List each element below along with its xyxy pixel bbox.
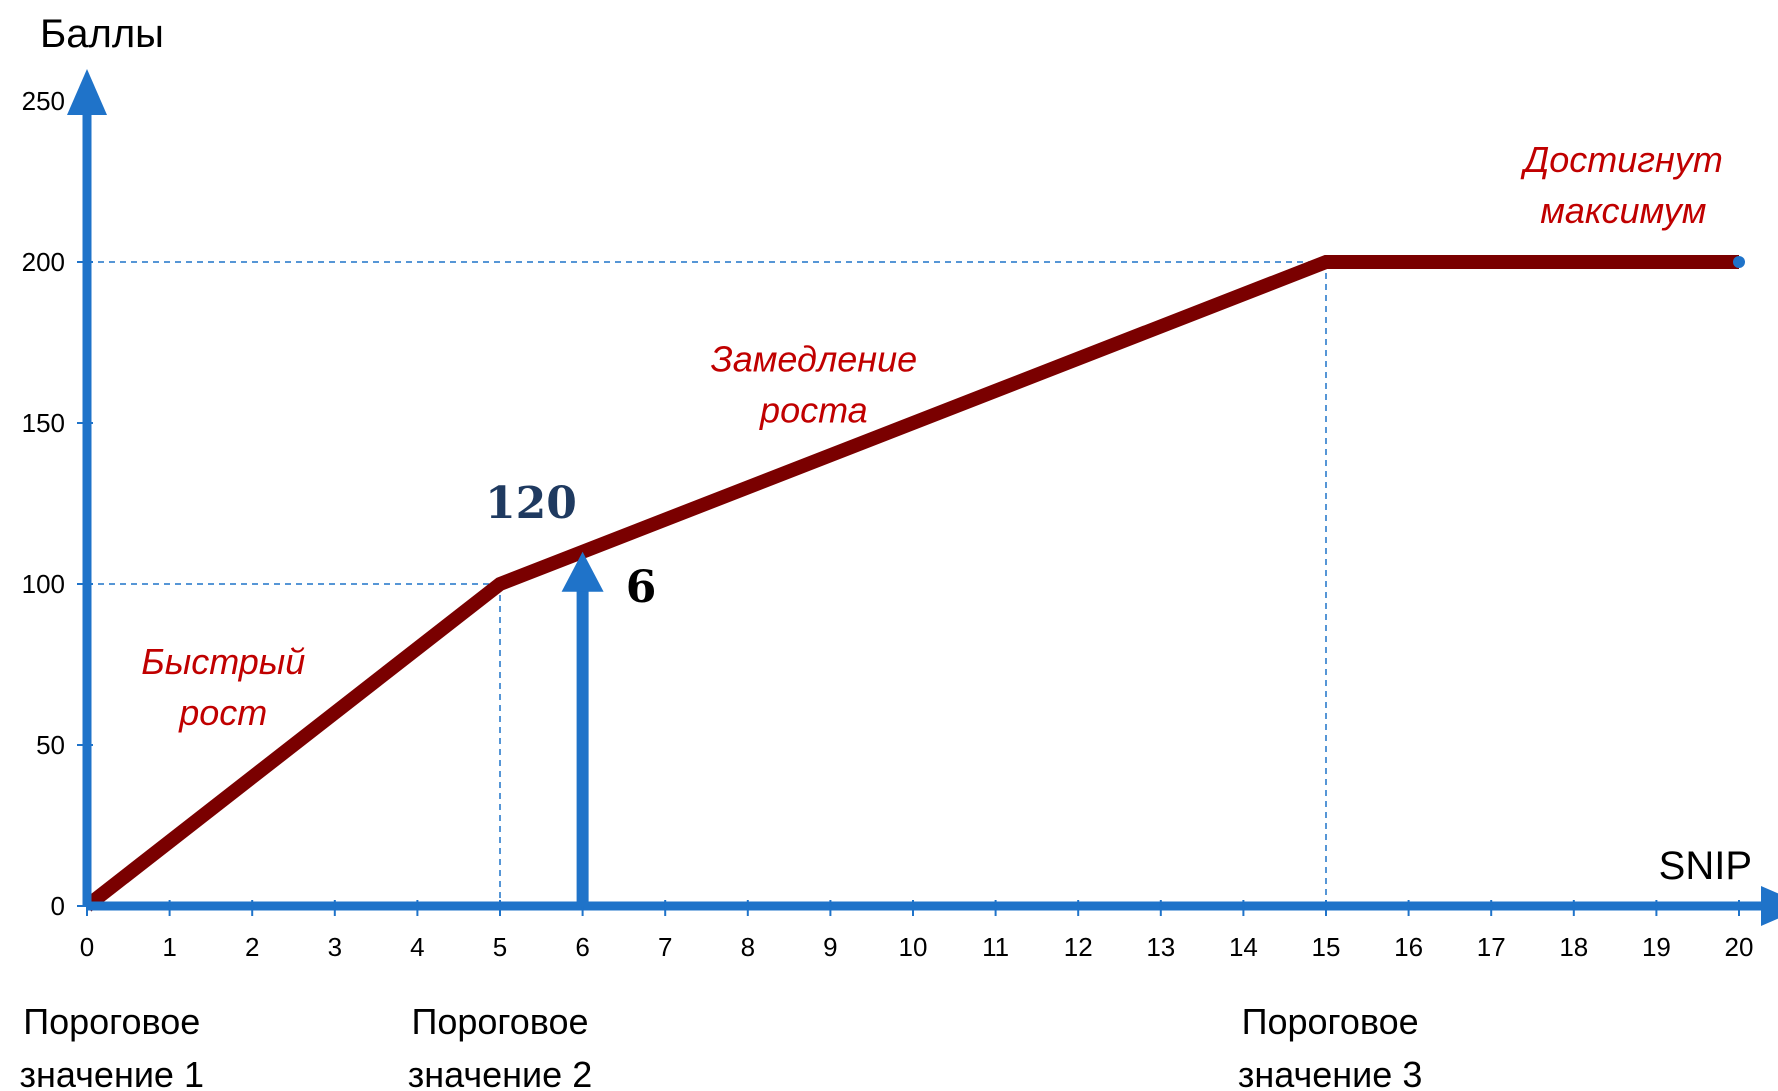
x-tick-label-13: 13 [1146, 932, 1175, 962]
x-tick-label-20: 20 [1725, 932, 1754, 962]
x-value-annotation: 6 [626, 562, 657, 613]
region-label-1-line-2: рост [178, 692, 267, 733]
x-tick-label-17: 17 [1477, 932, 1506, 962]
series-layer [82, 255, 1745, 912]
x-tick-label-1: 1 [162, 932, 176, 962]
y-tick-label-150: 150 [22, 408, 65, 438]
guide-lines-layer [87, 261, 1327, 906]
marker-arrow-layer: 120 6 [485, 478, 656, 906]
y-value-annotation: 120 [485, 478, 577, 529]
region-label-2-line-1: Замедление [711, 338, 918, 379]
y-tick-label-100: 100 [22, 569, 65, 599]
x-axis-title: SNIP [1659, 844, 1752, 888]
region-label-1-line-1: Быстрый [141, 641, 305, 682]
axes-layer: 0 1 2 3 4 5 6 7 8 9 10 11 12 13 14 15 16 17 18 19 2005010015… [22, 12, 1778, 962]
x-tick-label-3: 3 [328, 932, 342, 962]
y-tick-label-250: 250 [22, 86, 65, 116]
y-tick-label-0: 0 [51, 891, 65, 921]
threshold-label-2-line-2: значение 2 [408, 1054, 592, 1091]
x-tick-label-7: 7 [658, 932, 672, 962]
x-tick-label-11: 11 [982, 932, 1009, 962]
x-tick-label-16: 16 [1394, 932, 1423, 962]
x-axis-arrowhead [1761, 886, 1778, 926]
x-tick-label-9: 9 [823, 932, 837, 962]
y-tick-label-50: 50 [36, 730, 65, 760]
threshold-label-3-line-2: значение 3 [1238, 1054, 1422, 1091]
region-label-3-line-1: Достигнут [1520, 139, 1723, 180]
y-tick-label-200: 200 [22, 247, 65, 277]
x-tick-label-12: 12 [1064, 932, 1093, 962]
x-tick-label-19: 19 [1642, 932, 1671, 962]
threshold-label-3-line-1: Пороговое [1242, 1001, 1419, 1042]
y-axis-arrowhead [67, 69, 107, 115]
region-label-3-line-2: максимум [1540, 190, 1706, 231]
x-tick-label-8: 8 [741, 932, 755, 962]
threshold-label-1-line-2: значение 1 [20, 1054, 204, 1091]
x-tick-label-4: 4 [410, 932, 424, 962]
x-tick-label-5: 5 [493, 932, 507, 962]
y-axis-title: Баллы [40, 12, 164, 56]
x-tick-label-14: 14 [1229, 932, 1258, 962]
x-tick-label-2: 2 [245, 932, 259, 962]
x-tick-label-15: 15 [1312, 932, 1341, 962]
threshold-label-2-line-1: Пороговое [411, 1001, 588, 1042]
marker-arrowhead [561, 551, 604, 592]
threshold-label-1-line-1: Пороговое [23, 1001, 200, 1042]
labels-layer: Быстрый рост Замедление роста Достигнут макси… [20, 139, 1723, 1091]
series-line-1 [82, 255, 1739, 912]
x-tick-label-10: 10 [899, 932, 928, 962]
region-label-2-line-2: роста [759, 389, 868, 430]
x-tick-label-6: 6 [575, 932, 589, 962]
series-end-point [1733, 256, 1745, 268]
x-tick-label-0: 0 [80, 932, 94, 962]
x-tick-label-18: 18 [1559, 932, 1588, 962]
